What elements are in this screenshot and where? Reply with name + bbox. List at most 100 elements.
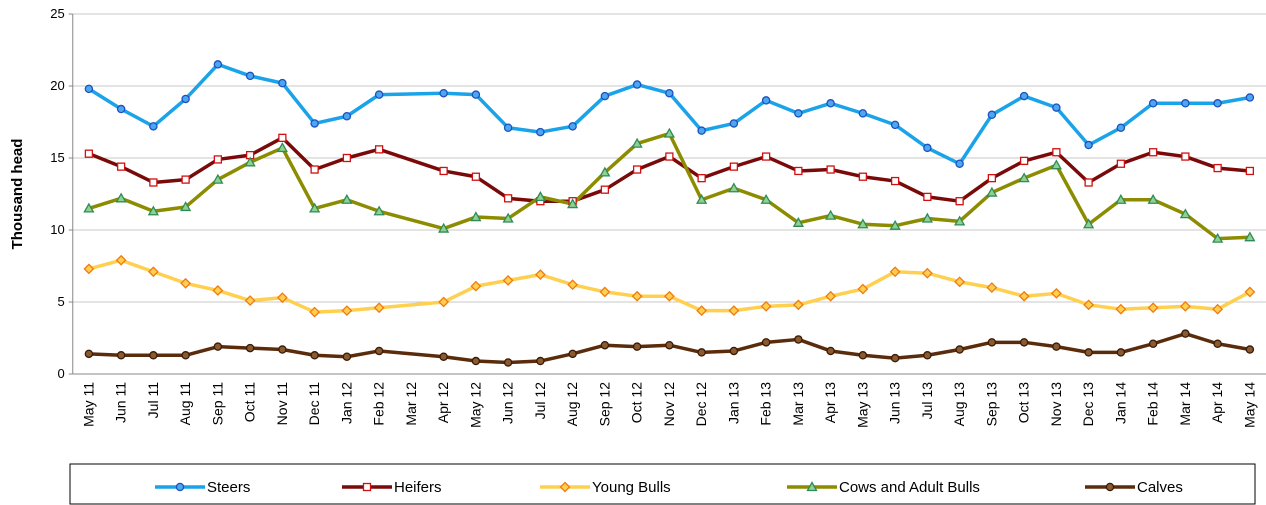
data-point — [987, 110, 997, 120]
x-tick-label: Jan 12 — [338, 382, 354, 424]
data-point — [245, 343, 255, 353]
data-point — [1018, 290, 1030, 302]
data-point — [567, 198, 579, 209]
data-point — [923, 143, 932, 153]
series-bridge — [378, 209, 445, 231]
data-point — [665, 88, 674, 98]
data-point — [439, 88, 448, 98]
x-tick-label: May 13 — [854, 382, 870, 428]
y-tick-label: 5 — [58, 294, 65, 309]
x-tick-label: Apr 13 — [822, 382, 838, 423]
data-point — [761, 338, 771, 347]
data-point — [278, 78, 287, 88]
data-point — [600, 91, 610, 101]
data-point — [503, 123, 513, 133]
series-line — [87, 62, 1251, 166]
legend-marker — [175, 482, 185, 492]
data-point — [923, 192, 932, 202]
x-tick-label: Sep 11 — [209, 382, 225, 426]
x-tick-label: May 11 — [80, 382, 96, 427]
y-tick-label: 20 — [50, 78, 64, 93]
series-bridge — [379, 91, 444, 97]
x-tick-label: Sep 12 — [596, 382, 612, 427]
data-point — [858, 172, 868, 181]
x-tick-label: Mar 12 — [403, 382, 419, 426]
x-tick-label: Dec 12 — [693, 382, 709, 427]
data-point — [858, 109, 868, 118]
data-point — [1116, 123, 1126, 133]
data-point — [986, 186, 998, 197]
data-point — [1147, 193, 1159, 204]
data-point — [503, 194, 513, 203]
data-point — [84, 149, 94, 158]
data-point — [181, 94, 190, 104]
data-point — [181, 351, 190, 360]
data-point — [1213, 163, 1222, 173]
data-point — [1148, 339, 1158, 349]
data-point — [310, 119, 319, 128]
data-point — [665, 152, 674, 161]
y-tick-label: 15 — [50, 150, 64, 165]
data-point — [761, 152, 771, 161]
y-tick-label: 0 — [58, 366, 65, 381]
data-point — [1052, 103, 1061, 112]
data-point — [955, 197, 964, 206]
x-tick-label: Aug 12 — [564, 382, 580, 427]
x-tick-label: Feb 12 — [371, 382, 387, 426]
x-tick-label: Aug 11 — [177, 382, 193, 426]
x-tick-label: Jul 13 — [919, 382, 935, 420]
data-point — [470, 280, 482, 292]
data-point — [341, 305, 353, 317]
data-point — [1019, 156, 1029, 166]
data-point — [181, 175, 190, 184]
data-point — [1179, 300, 1191, 312]
x-tick-label: Jan 13 — [725, 382, 741, 424]
data-point — [502, 212, 514, 223]
data-point — [1245, 345, 1255, 354]
data-point — [1084, 178, 1093, 187]
data-point — [1181, 152, 1190, 161]
y-axis-label: Thousand head — [9, 139, 26, 250]
data-point — [665, 340, 674, 350]
data-point — [244, 156, 256, 167]
data-point — [1244, 231, 1256, 242]
data-point — [1181, 329, 1190, 338]
data-point — [632, 342, 642, 351]
x-tick-label: Nov 13 — [1048, 382, 1064, 427]
data-point — [728, 305, 740, 317]
data-point — [149, 178, 158, 187]
data-point — [439, 352, 448, 361]
data-point — [1212, 303, 1224, 315]
data-point — [760, 193, 772, 204]
data-point — [212, 285, 224, 296]
x-tick-label: Oct 13 — [1016, 382, 1032, 423]
x-tick-label: Oct 11 — [242, 382, 258, 422]
data-point — [825, 290, 837, 302]
data-point — [1212, 232, 1224, 243]
data-point — [180, 201, 192, 212]
data-point — [342, 111, 352, 121]
data-point — [180, 277, 192, 289]
data-point — [923, 351, 932, 360]
data-point — [761, 96, 771, 105]
data-point — [276, 292, 288, 304]
data-point — [890, 120, 900, 130]
series-line — [88, 331, 1251, 365]
series-line — [88, 258, 1251, 314]
legend-marker — [362, 482, 372, 492]
data-point — [1052, 342, 1061, 351]
data-point — [374, 346, 384, 356]
data-point — [470, 211, 482, 222]
data-point — [342, 153, 352, 163]
legend-label: Calves — [1137, 479, 1183, 496]
data-point — [149, 351, 158, 360]
data-point — [1084, 140, 1093, 150]
data-point — [115, 254, 127, 266]
data-point — [149, 122, 158, 131]
x-tick-label: Jun 11 — [113, 382, 129, 423]
x-tick-label: Feb 13 — [758, 382, 774, 426]
data-point — [1052, 148, 1061, 157]
data-point — [600, 185, 610, 194]
data-point — [1147, 302, 1159, 314]
x-tick-label: Sep 13 — [983, 382, 999, 427]
